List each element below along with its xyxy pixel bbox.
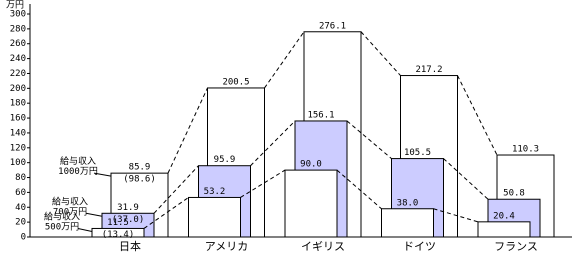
- connector: [240, 169, 286, 198]
- connector: [167, 87, 208, 174]
- legend-line: 給与収入: [52, 195, 88, 207]
- y-tick-label: 0: [21, 233, 26, 243]
- value-label: 85.9: [129, 163, 151, 173]
- legend-label: 給与収入 1000万円: [58, 155, 98, 177]
- value-label: 50.8: [503, 189, 525, 199]
- y-tick-label: 20: [15, 218, 26, 228]
- y-tick-label: 280: [10, 24, 26, 34]
- x-tick-label: フランス: [494, 240, 538, 253]
- value-label: 31.9: [117, 203, 139, 213]
- value-label: 53.2: [204, 187, 226, 197]
- value-label: 276.1: [319, 21, 346, 31]
- y-tick-label: 180: [10, 99, 26, 109]
- value-label: 38.0: [397, 198, 419, 208]
- value-label: 95.9: [214, 155, 236, 165]
- legend-line: 給与収入: [44, 210, 80, 222]
- value-label: 90.0: [300, 160, 322, 170]
- x-tick-label: イギリス: [301, 240, 345, 253]
- connector: [143, 197, 189, 229]
- y-tick-label: 40: [15, 203, 26, 213]
- annotation: (13.4): [102, 230, 135, 240]
- legend-arrow: [85, 212, 103, 217]
- legend-line: 給与収入: [60, 155, 96, 167]
- y-unit: 万円: [6, 0, 24, 11]
- legend-line: 1000万円: [58, 166, 98, 177]
- connector: [250, 120, 296, 167]
- connector: [457, 75, 498, 156]
- connector: [433, 208, 479, 223]
- x-tick-label: アメリカ: [205, 240, 248, 253]
- legend-label: 給与収入 700万円: [52, 195, 88, 217]
- bar: [91, 227, 145, 238]
- y-tick-label: 140: [10, 128, 26, 138]
- x-tick-label: ドイツ: [403, 240, 436, 253]
- y-tick-label: 160: [10, 114, 26, 124]
- annotation: (37.0): [112, 215, 145, 225]
- bar: [381, 208, 434, 238]
- y-tick-label: 240: [10, 54, 26, 64]
- bar: [477, 221, 531, 238]
- legend-label: 給与収入 500万円: [44, 210, 80, 232]
- y-tick-label: 260: [10, 39, 26, 49]
- y-tick-label: 100: [10, 158, 26, 168]
- annotation: (98.6): [123, 175, 156, 185]
- value-label: 156.1: [307, 110, 334, 120]
- connector: [346, 120, 392, 159]
- connector: [153, 165, 199, 214]
- legend-line: 700万円: [53, 206, 87, 217]
- x-tick-label: 日本: [119, 239, 141, 253]
- connector: [264, 31, 305, 89]
- value-label: 217.2: [415, 65, 442, 75]
- y-tick-label: 80: [15, 173, 26, 183]
- legend-arrow: [77, 227, 93, 232]
- value-label: 20.4: [493, 211, 515, 221]
- y-tick-label: 220: [10, 69, 26, 79]
- connector: [360, 31, 401, 76]
- value-label: 200.5: [222, 77, 249, 87]
- bar: [188, 196, 241, 238]
- y-tick-label: 200: [10, 84, 26, 94]
- value-label: 105.5: [404, 148, 431, 158]
- value-label: 110.3: [512, 145, 539, 155]
- legend-line: 500万円: [45, 221, 79, 232]
- connector: [443, 158, 489, 200]
- connector: [336, 169, 382, 210]
- y-tick-label: 300: [10, 10, 26, 20]
- bar: [284, 169, 338, 238]
- legend-arrow: [93, 172, 112, 177]
- value-label: 11.5: [107, 218, 129, 228]
- y-tick-label: 120: [10, 143, 26, 153]
- y-tick-label: 60: [15, 188, 26, 198]
